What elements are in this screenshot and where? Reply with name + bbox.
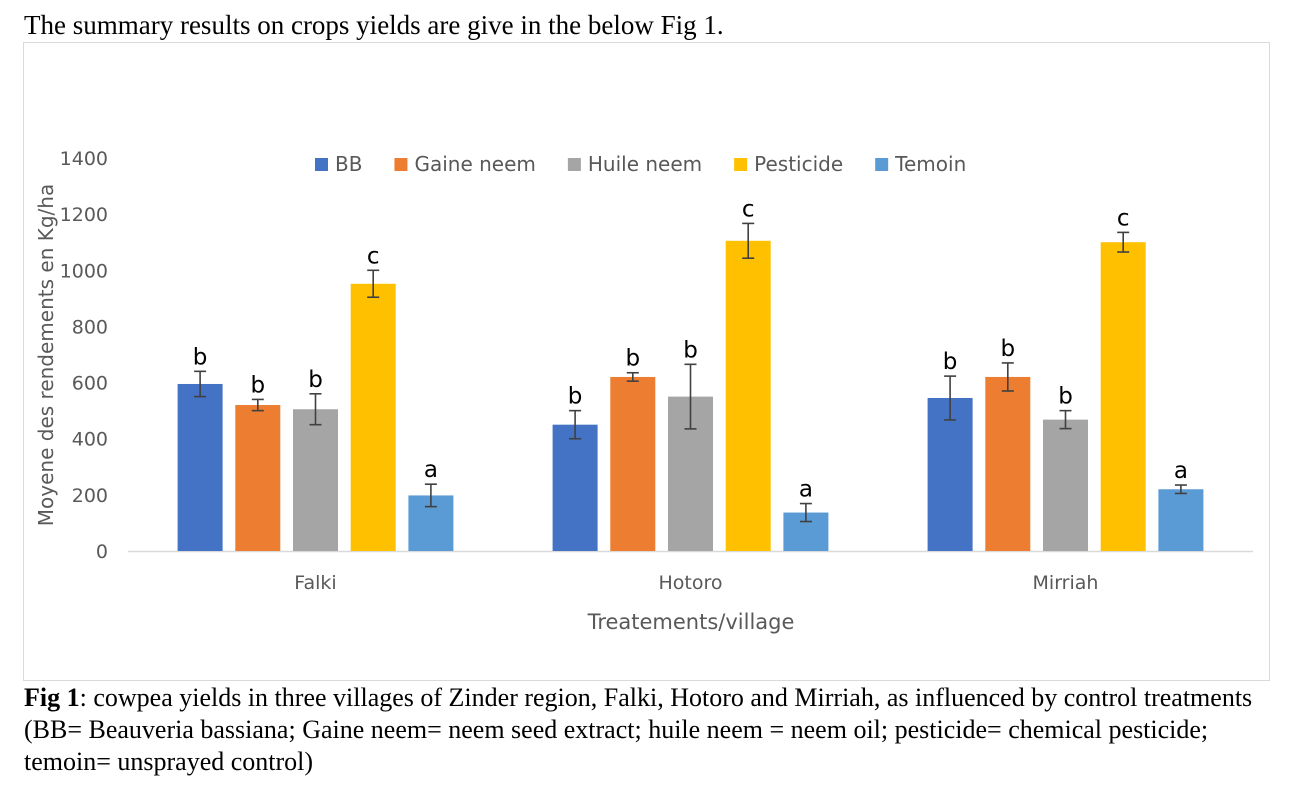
significance-letter: a — [799, 477, 813, 503]
y-tick-label: 1400 — [60, 148, 108, 170]
bar — [293, 409, 338, 551]
significance-letter: c — [1117, 205, 1130, 231]
legend-swatch — [734, 158, 748, 171]
y-tick-label: 1000 — [60, 260, 108, 282]
bar — [552, 424, 598, 551]
legend-swatch — [315, 158, 328, 171]
significance-letter: b — [625, 346, 640, 372]
significance-letter: b — [193, 344, 208, 370]
bar — [350, 283, 396, 551]
significance-letter: b — [683, 337, 698, 363]
y-tick-label: 400 — [72, 429, 108, 451]
bar — [610, 376, 656, 551]
significance-letter: b — [943, 349, 958, 375]
legend-layer: BB Gaine neem Huile neem Pesticide Temoin — [315, 152, 966, 176]
axis-layer: 0 200 400 600 800 1000 1200 1400 Falki Hotoro Mirr… — [60, 148, 1253, 594]
intro-text: The summary results on crops yields are … — [24, 10, 724, 40]
y-tick-label: 200 — [72, 485, 108, 507]
legend-label: Huile neem — [588, 152, 702, 176]
significance-letter: b — [308, 367, 323, 393]
y-tick-label: 800 — [72, 316, 108, 338]
significance-letter: b — [1058, 384, 1073, 410]
bar — [927, 398, 973, 551]
x-category-label: Hotoro — [658, 572, 722, 594]
bar — [725, 240, 771, 551]
caption-label: Fig 1 — [24, 683, 80, 712]
significance-letter: a — [1174, 458, 1188, 484]
legend-label: Gaine neem — [414, 152, 535, 176]
bar — [235, 405, 281, 551]
significance-letter: a — [424, 457, 438, 483]
bar — [1043, 419, 1088, 551]
legend-label: BB — [335, 152, 362, 176]
bar — [1100, 242, 1146, 551]
bar-chart: 0 200 400 600 800 1000 1200 1400 Falki Hotoro Mirr… — [34, 148, 1253, 634]
chart-frame — [23, 42, 1270, 681]
y-tick-label: 0 — [96, 541, 108, 563]
significance-letter: b — [1000, 336, 1015, 362]
bar — [177, 383, 223, 551]
significance-letter: c — [742, 196, 755, 222]
legend-label: Pesticide — [754, 152, 843, 176]
significance-letter: c — [367, 243, 380, 269]
legend-label: Temoin — [894, 152, 966, 176]
x-axis-title: Treatements/village — [587, 610, 795, 634]
y-tick-label: 600 — [72, 373, 108, 395]
y-axis-title: Moyene des rendements en Kg/ha — [34, 184, 58, 526]
x-category-label: Falki — [294, 572, 336, 594]
legend-swatch — [875, 158, 889, 171]
bar — [1158, 489, 1204, 551]
bar — [985, 376, 1031, 551]
legend-swatch — [567, 158, 581, 171]
significance-letter: b — [568, 384, 583, 410]
y-tick-label: 1200 — [60, 204, 108, 226]
bars-layer: b b b c a b b b c a b b b c a — [177, 196, 1204, 551]
x-category-label: Mirriah — [1033, 572, 1099, 594]
caption-text: : cowpea yields in three villages of Zin… — [24, 683, 1253, 776]
figure-caption: Fig 1: cowpea yields in three villages o… — [24, 682, 1280, 778]
legend-swatch — [394, 158, 408, 171]
significance-letter: b — [250, 372, 265, 398]
